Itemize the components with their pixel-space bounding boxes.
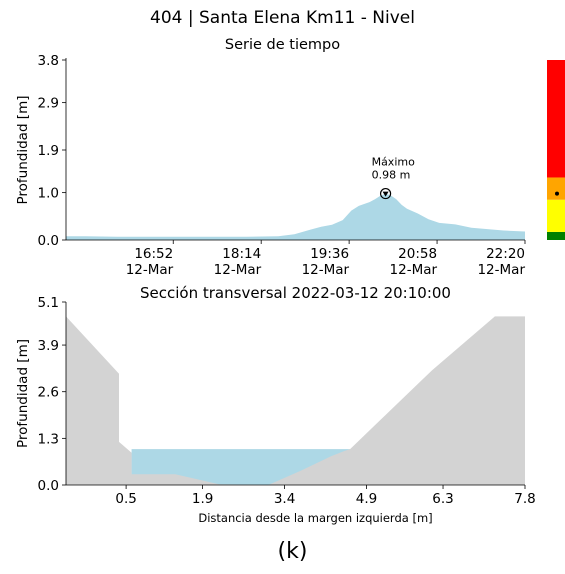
x-tick-label-date: 12-Mar xyxy=(214,262,262,278)
x-tick-label: 4.9 xyxy=(356,491,377,507)
y-axis-label: Profundidad [m] xyxy=(15,96,31,205)
y-tick-label: 1.3 xyxy=(38,431,59,447)
x-tick-label: 1.9 xyxy=(192,491,213,507)
x-tick-label-time: 19:36 xyxy=(310,246,349,262)
x-tick-label: 7.8 xyxy=(514,491,535,507)
x-tick-label-date: 12-Mar xyxy=(477,262,525,278)
y-tick-label: 0.0 xyxy=(38,478,59,494)
y-tick-label: 5.1 xyxy=(38,295,59,311)
y-tick-label: 1.0 xyxy=(38,186,59,202)
riverbed-area xyxy=(66,316,525,485)
timeseries-title: Serie de tiempo xyxy=(224,37,341,53)
threshold-segment xyxy=(547,199,565,232)
x-tick-label-time: 16:52 xyxy=(134,246,173,262)
threshold-segment xyxy=(547,231,565,240)
x-tick-label: 3.4 xyxy=(274,491,295,507)
level-series-area xyxy=(66,193,525,240)
x-tick-label-time: 22:20 xyxy=(486,246,525,262)
max-marker-arrow xyxy=(382,191,389,197)
threshold-bar xyxy=(547,60,565,240)
x-tick-label-time: 18:14 xyxy=(222,246,261,262)
y-axis-label: Profundidad [m] xyxy=(15,339,31,448)
x-tick-label-date: 12-Mar xyxy=(126,262,174,278)
y-tick-label: 3.9 xyxy=(38,338,59,354)
x-tick-label: 0.5 xyxy=(115,491,136,507)
figure-title: 404 | Santa Elena Km11 - Nivel xyxy=(150,8,415,28)
y-tick-label: 2.6 xyxy=(38,385,59,401)
threshold-segment xyxy=(547,177,565,200)
max-annotation-value: 0.98 m xyxy=(372,169,411,182)
y-tick-label: 2.9 xyxy=(38,96,59,112)
x-tick-label-time: 20:58 xyxy=(398,246,437,262)
y-tick-label: 3.8 xyxy=(38,53,59,69)
max-marker xyxy=(379,187,392,200)
threshold-current-marker xyxy=(555,191,559,196)
figure-caption: (k) xyxy=(277,539,308,564)
threshold-segment xyxy=(547,60,565,178)
x-tick-label-date: 12-Mar xyxy=(302,262,350,278)
max-annotation-label: Máximo xyxy=(372,156,416,169)
y-tick-label: 0.0 xyxy=(38,233,59,249)
y-tick-label: 1.9 xyxy=(38,143,59,159)
x-tick-label: 6.3 xyxy=(432,491,453,507)
x-axis-label: Distancia desde la margen izquierda [m] xyxy=(198,511,432,525)
cross-section-chart: Sección transversal 2022-03-12 20:10:00 0… xyxy=(15,284,536,525)
cross-section-title: Sección transversal 2022-03-12 20:10:00 xyxy=(140,284,451,302)
x-tick-label-date: 12-Mar xyxy=(390,262,438,278)
